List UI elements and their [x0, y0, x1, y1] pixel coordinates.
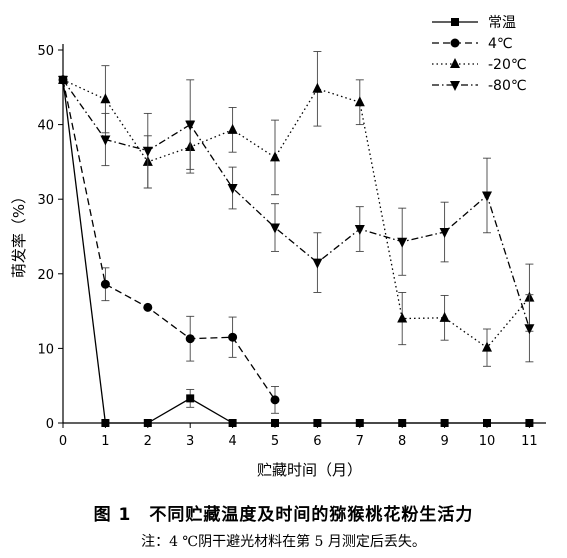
marker-triangle-up — [354, 96, 365, 107]
marker-square — [101, 419, 110, 427]
legend-item-1: 常温 — [432, 15, 516, 31]
marker-triangle-down — [227, 184, 238, 195]
marker-square — [143, 419, 152, 427]
marker-triangle-down — [482, 191, 492, 202]
x-tick-label: 3 — [186, 434, 194, 449]
y-tick-label: 20 — [37, 268, 54, 283]
marker-triangle-down — [270, 223, 280, 234]
series-line — [62, 79, 276, 401]
marker-square — [440, 419, 449, 427]
marker-triangle-up — [439, 311, 450, 322]
marker-square — [271, 419, 279, 427]
marker-circle — [270, 395, 280, 405]
legend-label: -20℃ — [488, 57, 527, 73]
marker-triangle-up — [100, 93, 111, 104]
marker-triangle-down — [100, 135, 111, 146]
marker-triangle-down — [450, 81, 460, 91]
x-tick-label: 0 — [59, 434, 67, 449]
x-tick-label: 6 — [313, 434, 321, 449]
legend-label: 常温 — [488, 15, 516, 31]
y-tick-label: 10 — [37, 342, 54, 357]
marker-square — [451, 18, 459, 26]
series-line — [62, 79, 530, 424]
marker-circle — [100, 279, 110, 289]
marker-triangle-down — [524, 324, 535, 335]
marker-square — [186, 394, 195, 403]
marker-square — [228, 419, 237, 427]
marker-triangle-up — [397, 312, 408, 323]
y-tick-label: 0 — [46, 417, 54, 432]
marker-circle — [450, 38, 460, 48]
marker-triangle-up — [227, 123, 238, 134]
series-line — [62, 79, 530, 349]
x-tick-label: 7 — [356, 434, 364, 449]
y-axis-label: 萌发率（%） — [10, 189, 28, 278]
marker-triangle-down — [397, 237, 408, 248]
marker-square — [313, 419, 322, 427]
marker-circle — [185, 334, 195, 344]
marker-square — [483, 419, 491, 427]
legend-item-3: -20℃ — [432, 57, 527, 73]
marker-triangle-up — [482, 341, 492, 352]
legend: 常温 4℃ -20℃ -80℃ — [432, 15, 527, 94]
data-marks — [58, 51, 535, 427]
x-tick-label: 10 — [479, 434, 496, 449]
series-4 — [58, 75, 535, 363]
marker-triangle-down — [354, 225, 365, 236]
axes: 0 1 2 3 4 5 6 7 8 9 10 11 0 10 20 30 40 50 贮藏时间（月） 萌发率（%） — [10, 44, 546, 479]
series-2 — [58, 75, 280, 414]
marker-triangle-down — [142, 146, 153, 157]
marker-circle — [143, 302, 153, 312]
legend-item-4: -80℃ — [432, 78, 527, 94]
marker-triangle-down — [58, 75, 68, 86]
figure-caption-title: 图 1 不同贮藏温度及时间的猕猴桃花粉生活力 — [93, 505, 474, 525]
series-line — [62, 79, 531, 329]
marker-triangle-up — [450, 58, 460, 68]
x-tick-label: 5 — [271, 434, 279, 449]
y-tick-label: 30 — [37, 193, 54, 208]
marker-square — [355, 419, 364, 427]
marker-square — [525, 419, 534, 427]
x-tick-label: 9 — [440, 434, 448, 449]
x-tick-label: 2 — [144, 434, 152, 449]
marker-triangle-down — [185, 120, 196, 131]
marker-triangle-up — [270, 151, 280, 162]
x-tick-label: 4 — [228, 434, 236, 449]
marker-circle — [228, 332, 238, 342]
marker-triangle-up — [312, 82, 323, 93]
series-1 — [59, 75, 534, 427]
marker-square — [398, 419, 407, 427]
marker-triangle-down — [312, 258, 323, 269]
x-tick-label: 1 — [101, 434, 109, 449]
x-axis-label: 贮藏时间（月） — [257, 461, 362, 479]
legend-item-2: 4℃ — [432, 36, 513, 52]
legend-label: -80℃ — [488, 78, 527, 94]
series-3 — [58, 51, 535, 367]
figure-caption-note: 注：4 ℃阴干避光材料在第 5 月测定后丢失。 — [141, 534, 426, 550]
legend-label: 4℃ — [488, 36, 513, 52]
germination-chart: 0 1 2 3 4 5 6 7 8 9 10 11 0 10 20 30 40 50 贮藏时间（月） 萌发率（%） 常… — [10, 15, 546, 479]
x-tick-label: 8 — [398, 434, 406, 449]
y-tick-label: 40 — [37, 119, 54, 134]
y-tick-label: 50 — [37, 44, 54, 59]
marker-triangle-down — [439, 228, 450, 239]
x-tick-label: 11 — [521, 434, 538, 449]
